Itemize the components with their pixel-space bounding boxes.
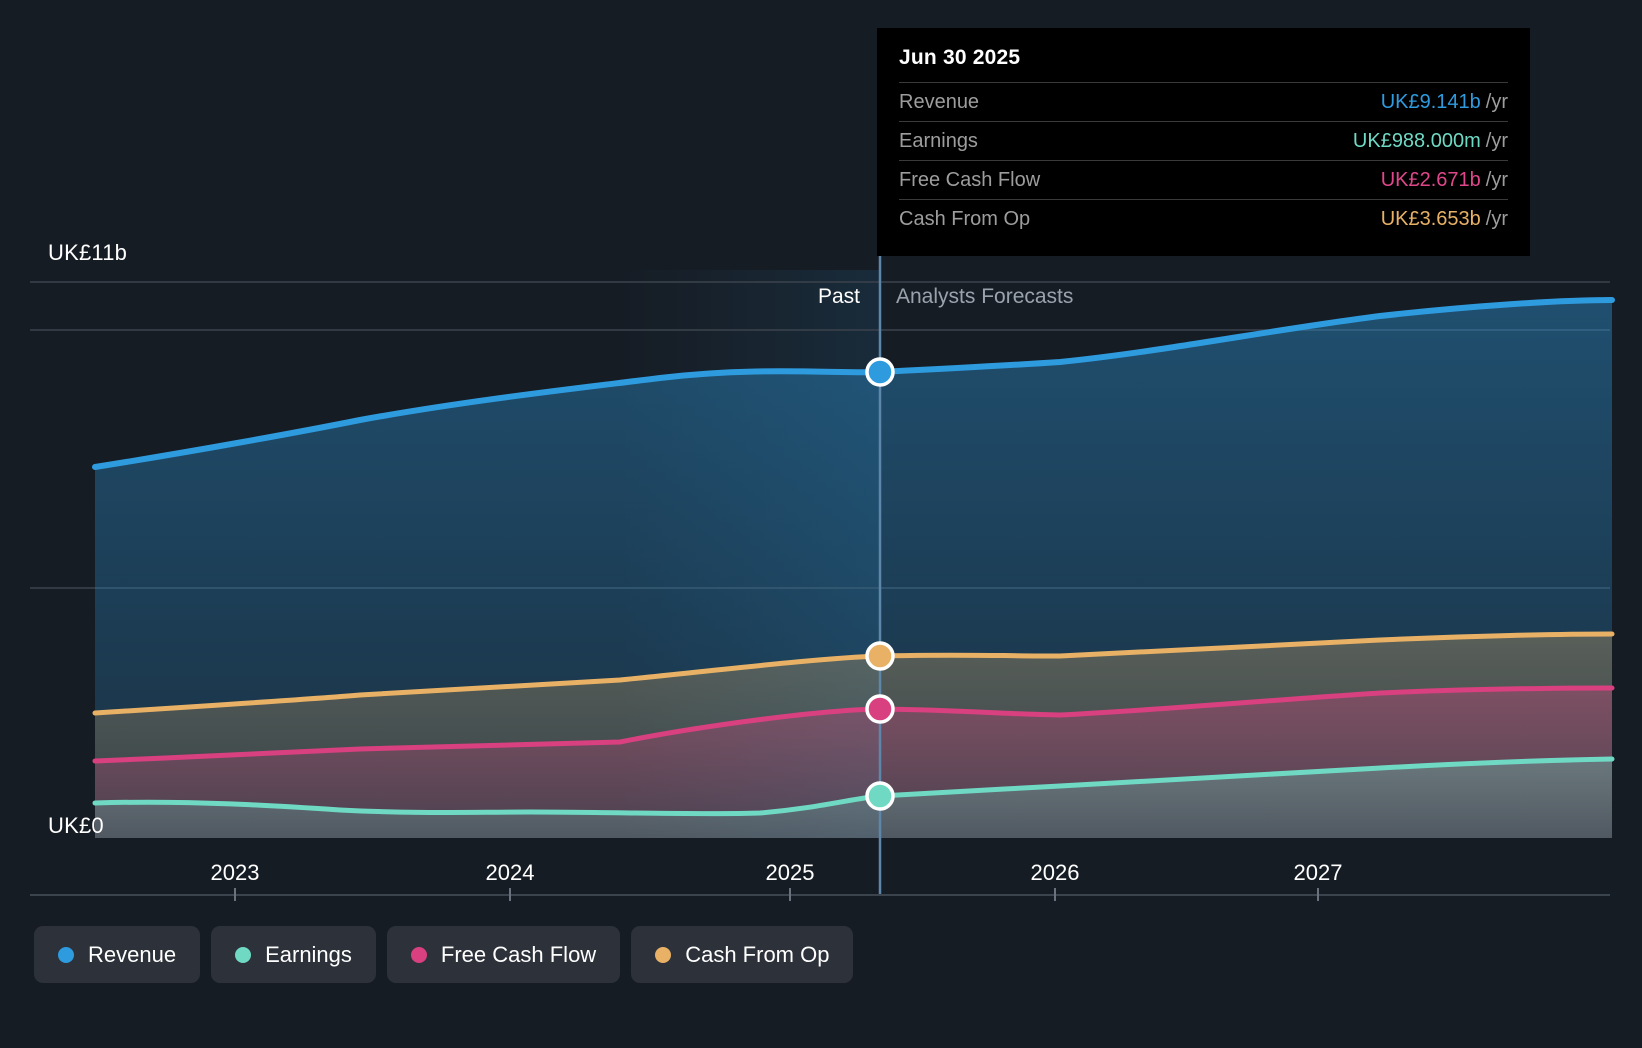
legend-label-earnings: Earnings <box>265 941 352 967</box>
tooltip-row-free-cash-flow: Free Cash Flow UK£2.671b/yr <box>899 160 1508 199</box>
legend-item-earnings[interactable]: Earnings <box>211 926 376 983</box>
legend-dot-free-cash-flow-icon <box>410 946 427 963</box>
y-axis-max-label: UK£11b <box>48 240 128 265</box>
legend-item-free-cash-flow[interactable]: Free Cash Flow <box>386 926 621 983</box>
tooltip-label-free-cash-flow: Free Cash Flow <box>899 168 1041 191</box>
tooltip-unit-cash-from-op: /yr <box>1485 207 1508 230</box>
tooltip-value-free-cash-flow: UK£2.671b/yr <box>1381 169 1508 192</box>
y-axis-zero-label: UK£0 <box>48 813 104 838</box>
tooltip-row-cash-from-op: Cash From Op UK£3.653b/yr <box>899 199 1508 238</box>
highlight-marker-cash-from-op[interactable] <box>865 641 895 671</box>
legend-label-free-cash-flow: Free Cash Flow <box>440 941 597 967</box>
x-axis-tick-2027: 2027 <box>1293 860 1343 885</box>
x-axis-tick-2026: 2026 <box>1030 860 1080 885</box>
highlight-marker-revenue[interactable] <box>865 357 895 387</box>
chart-tooltip: Jun 30 2025 Revenue UK£9.141b/yr Earning… <box>877 28 1530 256</box>
legend-label-cash-from-op: Cash From Op <box>685 941 830 967</box>
tooltip-row-revenue: Revenue UK£9.141b/yr <box>899 82 1508 121</box>
legend-dot-cash-from-op-icon <box>655 946 672 963</box>
tooltip-amount-earnings: UK£988.000m <box>1352 129 1481 152</box>
legend-dot-earnings-icon <box>235 946 252 963</box>
tooltip-label-cash-from-op: Cash From Op <box>899 207 1031 230</box>
x-axis-tick-2024: 2024 <box>485 860 535 885</box>
past-region-label: Past <box>818 285 861 308</box>
x-axis-ticks <box>234 888 1319 901</box>
x-axis-tick-2025: 2025 <box>765 860 815 885</box>
tooltip-amount-revenue: UK£9.141b <box>1380 90 1481 113</box>
tooltip-value-earnings: UK£988.000m/yr <box>1353 130 1508 153</box>
x-axis-tick-2023: 2023 <box>210 860 260 885</box>
tooltip-value-revenue: UK£9.141b/yr <box>1381 91 1508 114</box>
tooltip-amount-free-cash-flow: UK£2.671b <box>1380 168 1481 191</box>
legend-item-cash-from-op[interactable]: Cash From Op <box>631 926 854 983</box>
tooltip-row-earnings: Earnings UK£988.000m/yr <box>899 121 1508 160</box>
legend-dot-revenue-icon <box>58 946 74 963</box>
tooltip-value-cash-from-op: UK£3.653b/yr <box>1381 208 1508 231</box>
chart-legend: Revenue Earnings Free Cash Flow Cash Fro… <box>34 926 854 983</box>
line-earnings <box>92 756 1615 817</box>
tooltip-amount-cash-from-op: UK£3.653b <box>1380 207 1481 230</box>
tooltip-unit-revenue: /yr <box>1485 90 1508 113</box>
tooltip-label-earnings: Earnings <box>899 129 978 152</box>
tooltip-date: Jun 30 2025 <box>899 46 1021 69</box>
legend-item-revenue[interactable]: Revenue <box>34 926 201 983</box>
legend-label-revenue: Revenue <box>88 941 177 967</box>
tooltip-label-revenue: Revenue <box>899 90 980 113</box>
tooltip-bottom-spacer <box>877 238 1530 256</box>
highlight-marker-free-cash-flow[interactable] <box>865 694 895 724</box>
highlight-marker-earnings[interactable] <box>865 781 895 811</box>
forecast-region-label: Analysts Forecasts <box>896 285 1074 308</box>
tooltip-unit-free-cash-flow: /yr <box>1485 168 1508 191</box>
tooltip-unit-earnings: /yr <box>1485 129 1508 152</box>
